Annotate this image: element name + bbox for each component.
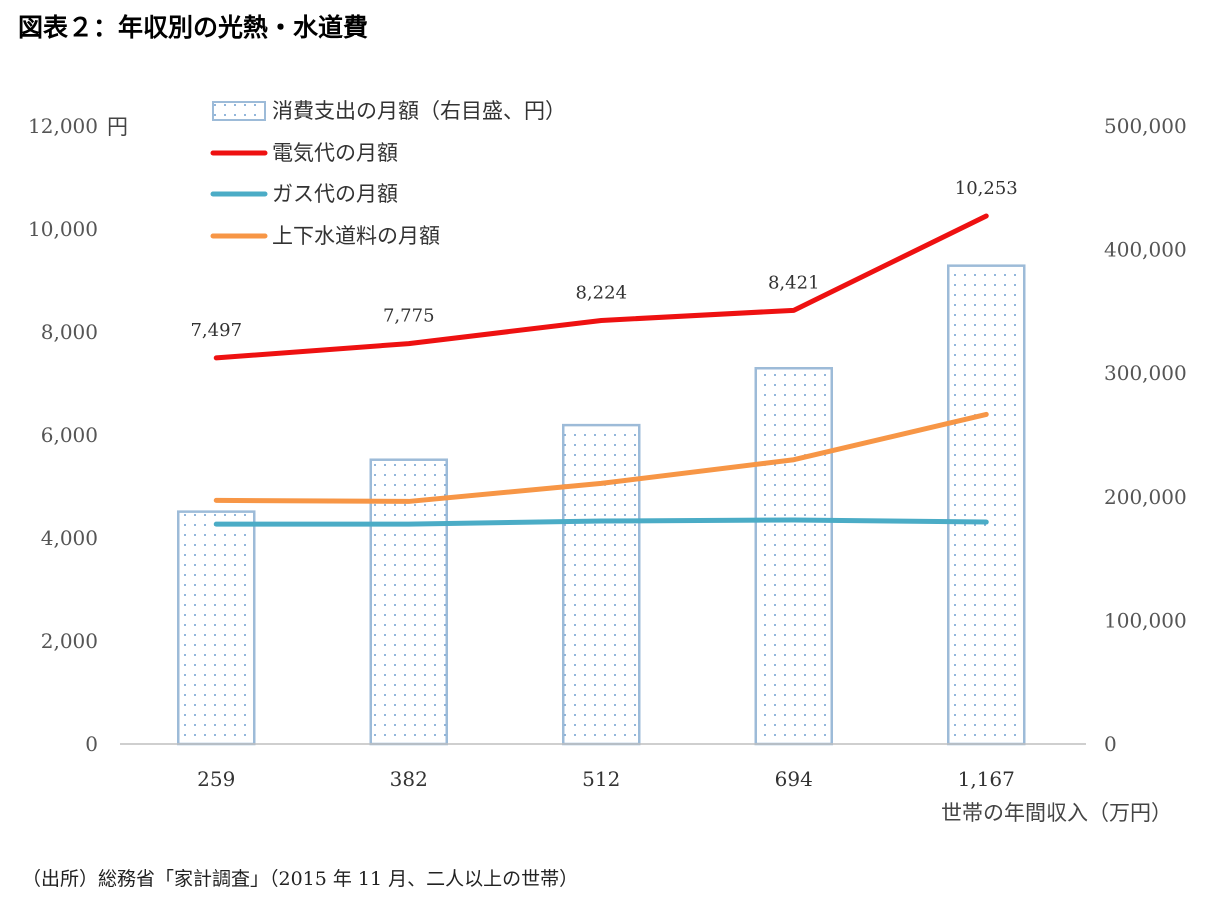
left-tick-label: 2,000 [41,629,98,653]
legend-label: 消費支出の月額（右目盛、円） [272,99,566,123]
data-label: 10,253 [955,178,1018,199]
right-tick-label: 200,000 [1104,485,1187,509]
legend-label: 電気代の月額 [272,141,398,165]
right-tick-label: 100,000 [1104,608,1187,632]
right-tick-label: 0 [1104,732,1117,756]
data-label: 7,775 [383,306,435,327]
left-axis-unit: 円 [107,115,128,139]
right-tick-label: 300,000 [1104,361,1187,385]
right-tick-label: 400,000 [1104,238,1187,262]
left-tick-label: 8,000 [41,320,98,344]
chart-title: 図表２：年収別の光熱・水道費 [18,13,369,42]
x-tick-label: 694 [775,767,813,791]
x-tick-label: 512 [582,767,620,791]
left-tick-label: 12,000 [28,114,98,138]
x-tick-label: 1,167 [958,767,1015,791]
source-note: （出所）総務省「家計調査」（2015 年 11 月、二人以上の世帯） [22,868,579,890]
data-label: 8,224 [575,282,627,303]
x-axis-title: 世帯の年間収入（万円） [941,801,1172,825]
bar [754,367,833,746]
x-tick-label: 382 [390,767,428,791]
bar [177,510,256,746]
legend-label: ガス代の月額 [272,182,398,206]
left-tick-label: 10,000 [28,217,98,241]
left-tick-label: 4,000 [41,526,98,550]
series-line [213,517,989,527]
x-tick-label: 259 [197,767,235,791]
data-label: 8,421 [768,272,820,293]
data-label: 7,497 [190,320,242,341]
bar [369,458,448,746]
series-line [213,411,989,504]
bar [947,264,1026,746]
left-tick-label: 0 [85,732,98,756]
left-tick-label: 6,000 [41,423,98,447]
bar [562,423,641,746]
right-tick-label: 500,000 [1104,114,1187,138]
legend-label: 上下水道料の月額 [272,224,440,248]
series-line [213,213,989,361]
legend-swatch [212,101,266,121]
